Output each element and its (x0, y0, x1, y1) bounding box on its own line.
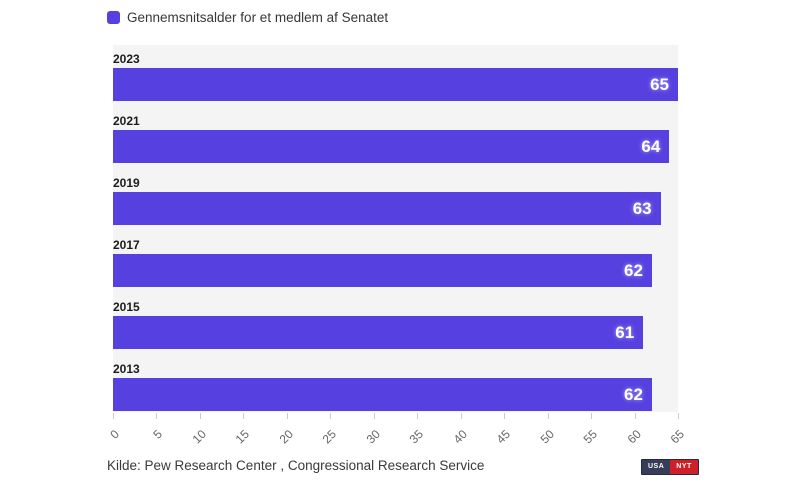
tick-label: 50 (537, 427, 557, 447)
value-label: 62 (624, 261, 643, 281)
value-label: 63 (632, 199, 652, 219)
tick-mark (504, 413, 506, 419)
nyt-badge: NYT (670, 460, 698, 474)
usa-badge: USA (642, 460, 671, 474)
tick-mark (286, 413, 288, 419)
bar[interactable]: 61 (113, 316, 644, 350)
value-label: 65 (650, 75, 669, 94)
category-label: 2023 (113, 52, 140, 66)
value-label: 61 (615, 323, 635, 343)
legend-swatch-icon (107, 11, 120, 24)
source-note: Kilde: Pew Research Center , Congression… (107, 458, 485, 473)
bar[interactable]: 64 (113, 130, 670, 164)
bar-row: 2021 64 (113, 115, 678, 175)
bar[interactable]: 62 (113, 378, 652, 412)
category-label: 2019 (113, 176, 140, 191)
bar-row: 2015 61 (113, 301, 678, 361)
tick-label: 55 (580, 427, 601, 447)
legend: Gennemsnitsalder for et medlem af Senate… (107, 10, 388, 25)
tick-mark (547, 413, 549, 419)
bar[interactable]: 62 (113, 254, 652, 288)
category-label: 2021 (113, 114, 140, 129)
tick-mark (460, 413, 462, 419)
value-label: 62 (624, 385, 643, 405)
plot-area: 2023 65 2021 64 2019 63 2017 62 2015 61 2013 62 (113, 45, 678, 412)
x-axis: 0 5 10 15 20 25 30 35 40 45 50 55 60 65 (107, 412, 687, 454)
tick-mark (591, 413, 593, 419)
tick-mark (199, 413, 201, 419)
bar-row: 2019 63 (113, 177, 678, 237)
tick-mark (243, 413, 245, 419)
tick-mark (373, 413, 375, 419)
bar-row: 2017 62 (113, 239, 678, 299)
brand-badges: USA NYT (641, 459, 699, 475)
tick-mark (678, 413, 679, 419)
tick-label: 65 (667, 427, 687, 447)
category-label: 2013 (113, 362, 140, 377)
bar[interactable]: 65 (113, 68, 678, 101)
tick-mark (156, 413, 158, 419)
value-label: 64 (641, 137, 661, 157)
bar[interactable]: 63 (113, 192, 661, 226)
tick-mark (417, 413, 419, 419)
category-label: 2015 (113, 300, 140, 315)
bar-row: 2013 62 (113, 363, 678, 423)
category-label: 2017 (113, 238, 140, 253)
legend-label: Gennemsnitsalder for et medlem af Senate… (127, 10, 389, 25)
tick-mark (634, 413, 636, 419)
tick-mark (113, 413, 114, 419)
bar-row: 2023 65 (113, 53, 678, 113)
tick-mark (330, 413, 332, 419)
tick-label: 60 (624, 427, 644, 447)
